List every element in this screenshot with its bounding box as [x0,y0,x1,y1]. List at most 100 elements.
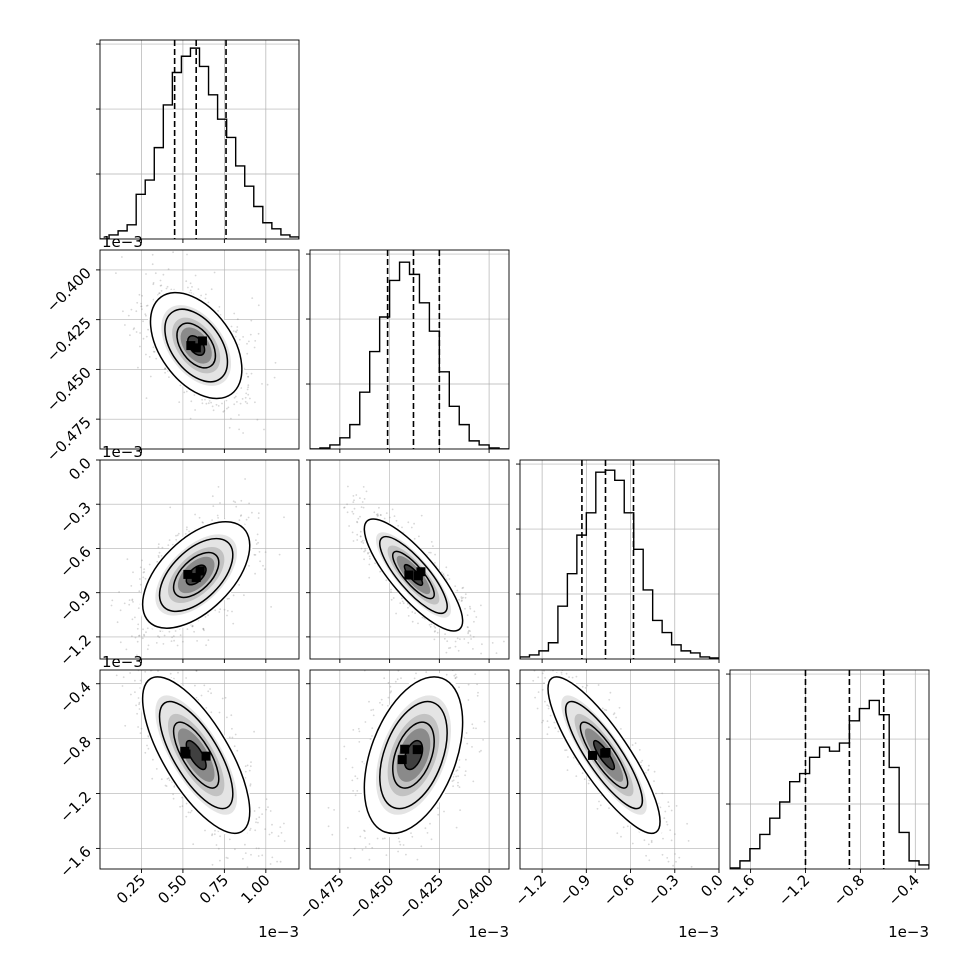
histogram-step [310,261,509,449]
scatter-point [190,400,193,403]
scatter-point [514,651,516,653]
scatter-point [143,568,146,571]
scatter-point [131,618,134,621]
scatter-point [222,410,225,413]
scatter-point [414,612,416,615]
scatter-point [212,505,215,507]
scatter-point [232,330,235,332]
scatter-point [380,698,383,701]
scatter-point [207,614,209,616]
scatter-point [467,632,469,635]
scatter-point [130,308,133,311]
scatter-point [139,679,142,682]
scatter-panel-1-2 [306,459,510,663]
scatter-point [257,821,259,824]
scatter-point [270,831,273,834]
scatter-point [211,833,214,836]
scatter-point [242,336,245,338]
scatter-point [383,677,386,680]
y-tick-label: −0.6 [56,543,94,581]
scatter-point [413,537,416,540]
scatter-point [247,375,250,378]
scatter-point [153,650,155,652]
scatter-point [356,790,359,792]
scatter-point [231,610,233,613]
scatter-point [609,691,612,694]
scatter-point [190,809,193,812]
y-tick-label: −0.4 [56,678,94,716]
scatter-point [135,331,138,333]
scatter-point [110,604,113,607]
panel-frame [99,249,300,450]
scatter-point [361,501,364,503]
scatter-point [343,506,345,509]
contour-line-3 [403,563,424,587]
scatter-point [456,589,459,592]
y-tick-label: 0.0 [65,454,95,484]
scatter-point [204,829,206,832]
scatter-point [232,594,235,597]
scatter-point [601,707,604,710]
contour-line-2 [392,550,435,600]
scatter-point [200,694,203,697]
scatter-point [457,775,459,777]
scatter-point [263,428,265,431]
scatter-point [368,843,371,845]
scatter-point [226,614,228,617]
scatter-point [390,690,392,693]
scatter-point [443,637,446,640]
scatter-point [124,724,127,727]
scatter-point [364,846,367,848]
scatter-point [242,432,245,434]
scatter-point [115,674,118,677]
scatter-point [454,677,457,680]
scatter-point [248,502,251,505]
scatter-point [448,647,450,649]
scatter-point [95,254,97,256]
scatter-point [464,596,467,599]
scatter-point [264,568,266,570]
scatter-point [449,646,452,649]
scatter-point [189,282,192,285]
scatter-point [401,526,403,529]
scatter-point [140,302,142,305]
scatter-point [430,649,432,651]
x-offset-text: 1e−3 [468,923,509,941]
scatter-point [152,655,154,657]
x-tick-label: −0.400 [445,871,497,923]
scatter-point [430,661,432,663]
y-tick-label: −1.2 [56,631,94,669]
scatter-point [460,600,463,602]
scatter-point [201,641,203,643]
scatter-point [434,630,436,632]
scatter-point [119,641,122,644]
scatter-point [466,614,469,617]
scatter-point [147,328,149,331]
scatter-point [273,376,276,379]
scatter-point [364,837,366,839]
scatter-point [145,631,147,634]
scatter-point [472,780,475,783]
scatter-point [146,744,148,747]
panel-frame [309,669,510,870]
scatter-point [352,540,355,542]
scatter-point [476,694,479,697]
scatter-point [240,514,243,517]
scatter-point [358,810,361,813]
scatter-point [219,835,221,838]
histogram-step [100,47,299,239]
scatter-point [158,551,161,554]
scatter-point [232,500,235,503]
scatter-point [137,697,140,699]
scatter-point [151,253,154,256]
scatter-point [363,550,365,553]
scatter-point [168,630,171,633]
scatter-point [197,288,200,290]
scatter-point [597,684,600,686]
scatter-point [129,672,131,674]
scatter-point [359,835,362,838]
scatter-point [357,727,360,730]
scatter-point [379,570,381,573]
scatter-point [464,770,467,772]
